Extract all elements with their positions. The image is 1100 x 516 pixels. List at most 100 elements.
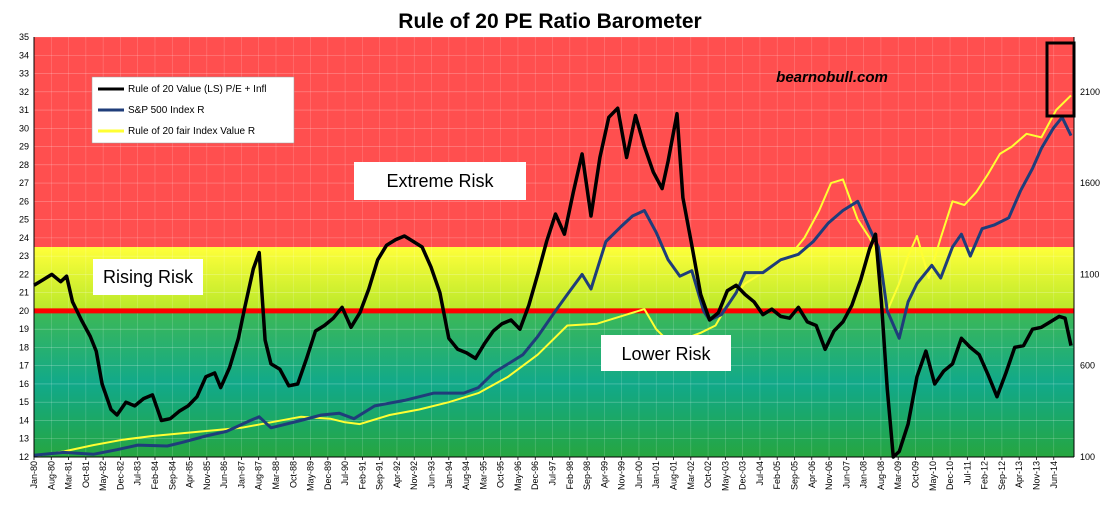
y-tick-label-right: 1600 xyxy=(1080,178,1100,188)
y-tick-label-left: 12 xyxy=(19,452,29,462)
highlight-box xyxy=(1045,41,1076,118)
x-tick-label: Jun-07 xyxy=(841,461,851,489)
x-tick-label: Feb-05 xyxy=(772,461,782,490)
x-tick-label: Nov-99 xyxy=(617,461,627,490)
y-tick-label-left: 14 xyxy=(19,415,29,425)
x-tick-label: Feb-98 xyxy=(565,461,575,490)
x-tick-label: Aug-80 xyxy=(46,461,56,490)
zone-label-extreme-text: Extreme Risk xyxy=(386,171,494,191)
x-tick-label: Mar-09 xyxy=(893,461,903,490)
x-tick-label: Feb-84 xyxy=(150,461,160,490)
y-tick-label-left: 17 xyxy=(19,361,29,371)
x-tick-label: Dec-10 xyxy=(945,461,955,490)
x-tick-label: Apr-85 xyxy=(185,461,195,488)
y-tick-label-left: 20 xyxy=(19,306,29,316)
x-tick-label: Oct-81 xyxy=(81,461,91,488)
x-tick-label: Nov-06 xyxy=(824,461,834,490)
x-tick-label: Jul-97 xyxy=(548,461,558,486)
x-tick-label: Oct-95 xyxy=(496,461,506,488)
x-tick-label: May-10 xyxy=(928,461,938,491)
x-tick-label: Jun-86 xyxy=(219,461,229,489)
watermark-text: bearnobull.com xyxy=(776,69,888,86)
zone-label-box xyxy=(93,259,203,295)
zone-label-rising-text: Rising Risk xyxy=(103,267,194,287)
y-tick-label-left: 24 xyxy=(19,233,29,243)
y-tick-label-left: 33 xyxy=(19,69,29,79)
x-tick-label: Dec-96 xyxy=(530,461,540,490)
x-tick-label: Jan-08 xyxy=(859,461,869,489)
x-tick-label: Jun-14 xyxy=(1049,461,1059,489)
y-tick-label-left: 23 xyxy=(19,251,29,261)
zone-label-extreme: Extreme Risk xyxy=(354,162,526,200)
x-tick-label: Feb-91 xyxy=(357,461,367,490)
x-tick-label: Nov-92 xyxy=(409,461,419,490)
x-tick-label: Aug-94 xyxy=(461,461,471,490)
y-tick-label-left: 29 xyxy=(19,142,29,152)
legend: Rule of 20 Value (LS) P/E + Infl S&P 500… xyxy=(91,76,295,144)
x-tick-label: Dec-82 xyxy=(115,461,125,490)
x-tick-label: May-82 xyxy=(98,461,108,491)
x-tick-label: Mar-81 xyxy=(64,461,74,490)
y-tick-label-left: 27 xyxy=(19,178,29,188)
x-tick-label: May-03 xyxy=(720,461,730,491)
y-tick-label-left: 18 xyxy=(19,342,29,352)
y-tick-label-left: 22 xyxy=(19,269,29,279)
zone-label-rising: Rising Risk xyxy=(93,259,203,295)
x-tick-label: Nov-85 xyxy=(202,461,212,490)
y-tick-label-left: 25 xyxy=(19,215,29,225)
series-sp500-line xyxy=(33,115,1073,457)
x-tick-label: Oct-02 xyxy=(703,461,713,488)
x-tick-label: Sep-05 xyxy=(790,461,800,490)
x-tick-label: Dec-03 xyxy=(738,461,748,490)
zone-label-box xyxy=(354,162,526,200)
x-tick-label: Sep-12 xyxy=(997,461,1007,490)
y-tick-label-left: 26 xyxy=(19,196,29,206)
y-tick-label-left: 16 xyxy=(19,379,29,389)
x-tick-label: Aug-08 xyxy=(876,461,886,490)
x-tick-label: Dec-89 xyxy=(323,461,333,490)
x-tick-label: Apr-99 xyxy=(599,461,609,488)
y-tick-label-left: 32 xyxy=(19,87,29,97)
legend-box xyxy=(91,76,295,144)
y-tick-label-right: 2100 xyxy=(1080,87,1100,97)
y-tick-label-left: 21 xyxy=(19,288,29,298)
zone-label-lower: Lower Risk xyxy=(601,335,731,371)
x-tick-label: Mar-02 xyxy=(686,461,696,490)
x-tick-label: Jul-83 xyxy=(133,461,143,486)
y-tick-label-left: 34 xyxy=(19,50,29,60)
legend-entry-rule-of-20: Rule of 20 Value (LS) P/E + Infl xyxy=(128,84,267,95)
x-tick-label: Apr-92 xyxy=(392,461,402,488)
x-tick-label: Feb-12 xyxy=(980,461,990,490)
x-tick-label: Jul-90 xyxy=(340,461,350,486)
x-tick-label: May-89 xyxy=(306,461,316,491)
x-tick-label: Sep-98 xyxy=(582,461,592,490)
y-tick-label-left: 35 xyxy=(19,32,29,42)
x-tick-label: Sep-84 xyxy=(167,461,177,490)
legend-entry-sp500: S&P 500 Index R xyxy=(128,105,205,116)
y-tick-label-left: 31 xyxy=(19,105,29,115)
y-tick-label-right: 100 xyxy=(1080,452,1095,462)
y-tick-label-left: 13 xyxy=(19,434,29,444)
y-tick-label-right: 1100 xyxy=(1080,269,1099,279)
x-tick-label: Jul-11 xyxy=(962,461,972,485)
axes: 12 13 14 15 16 17 18 19 20 21 22 23 24 25 26 27 28 29 30 31… xyxy=(19,32,1100,491)
x-tick-label: Jan-94 xyxy=(444,461,454,489)
x-tick-label: Jun-93 xyxy=(427,461,437,489)
y-tick-label-left: 15 xyxy=(19,397,29,407)
x-tick-label: Jun-00 xyxy=(634,461,644,489)
series-lines xyxy=(33,94,1073,459)
x-tick-label: Mar-95 xyxy=(478,461,488,490)
x-tick-label: Sep-91 xyxy=(375,461,385,490)
zone-label-lower-text: Lower Risk xyxy=(621,344,711,364)
x-tick-label: Nov-13 xyxy=(1031,461,1041,490)
x-tick-label: Oct-09 xyxy=(910,461,920,488)
x-tick-label: Aug-01 xyxy=(668,461,678,490)
y-tick-label-left: 28 xyxy=(19,160,29,170)
x-tick-label: Apr-13 xyxy=(1014,461,1024,488)
y-tick-label-right: 600 xyxy=(1080,361,1095,371)
legend-entry-fair-value: Rule of 20 fair Index Value R xyxy=(128,126,255,137)
x-tick-label: Jan-80 xyxy=(29,461,39,489)
zone-label-box xyxy=(601,335,731,371)
